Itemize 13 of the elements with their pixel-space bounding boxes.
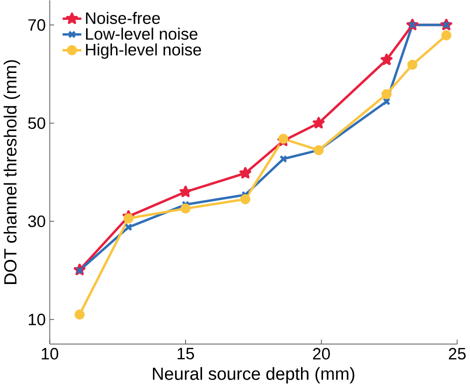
legend-label: Low-level noise	[86, 28, 198, 40]
x-tick-label: 25	[448, 348, 466, 360]
legend-label: Noise-free	[86, 12, 160, 24]
y-tick-label: 10	[28, 314, 46, 326]
legend-label: High-level noise	[86, 43, 202, 59]
y-tick-label: 70	[28, 19, 46, 31]
x-tick-label: 20	[313, 348, 330, 360]
x-tick-label: 10	[42, 348, 58, 360]
x-tick-label: 15	[178, 348, 194, 360]
y-axis-title: DOT channel threshold (mm)	[4, 60, 20, 284]
x-axis-title: Neural source depth (mm)	[152, 367, 354, 384]
y-tick-label: 50	[28, 117, 46, 129]
y-tick-label: 30	[28, 215, 46, 228]
